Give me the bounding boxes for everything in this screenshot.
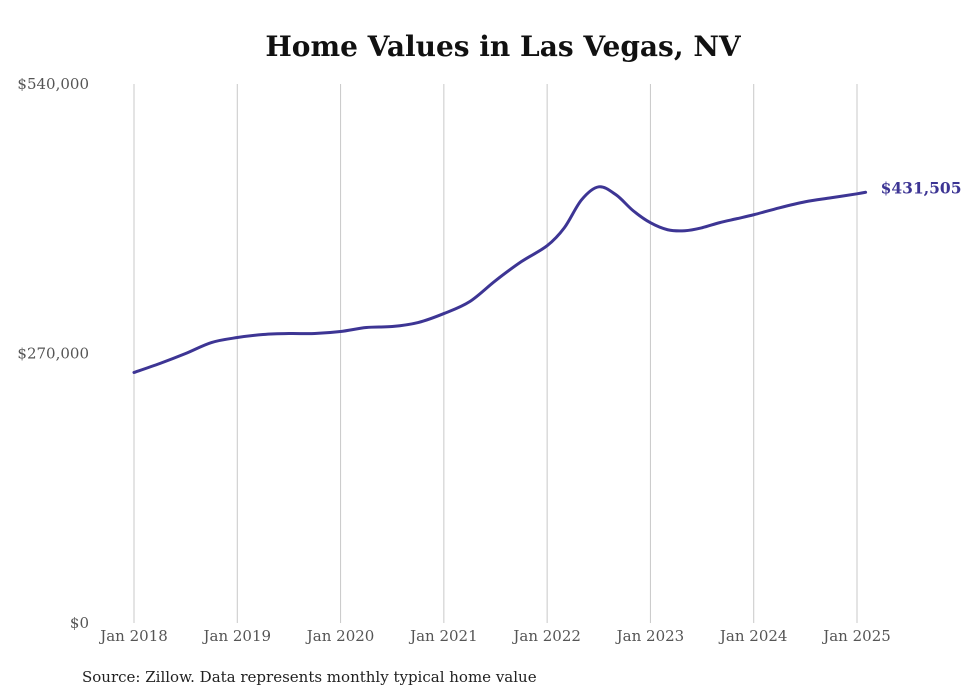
x-tick-label: Jan 2024 xyxy=(718,627,788,645)
x-tick-label: Jan 2018 xyxy=(98,627,168,645)
end-value-label: $431,505 xyxy=(881,178,962,197)
x-axis-ticks: Jan 2018 Jan 2019 Jan 2020 Jan 2021 Jan 2022… xyxy=(98,627,891,645)
x-tick-label: Jan 2020 xyxy=(305,627,375,645)
x-tick-label: Jan 2025 xyxy=(821,627,891,645)
y-axis-ticks: $0 $270,000 $540,000 xyxy=(17,75,89,632)
x-tick-label: Jan 2021 xyxy=(408,627,478,645)
y-tick-label: $0 xyxy=(70,614,89,632)
source-note: Source: Zillow. Data represents monthly … xyxy=(82,668,537,686)
y-tick-label: $270,000 xyxy=(17,345,89,363)
series-layer xyxy=(132,185,868,374)
y-tick-label: $540,000 xyxy=(17,75,89,93)
x-tick-label: Jan 2023 xyxy=(615,627,685,645)
chart-title: Home Values in Las Vegas, NV xyxy=(265,30,741,63)
x-tick-label: Jan 2022 xyxy=(511,627,581,645)
gridlines xyxy=(133,84,858,623)
series-line-0 xyxy=(132,185,868,374)
x-tick-label: Jan 2019 xyxy=(202,627,272,645)
